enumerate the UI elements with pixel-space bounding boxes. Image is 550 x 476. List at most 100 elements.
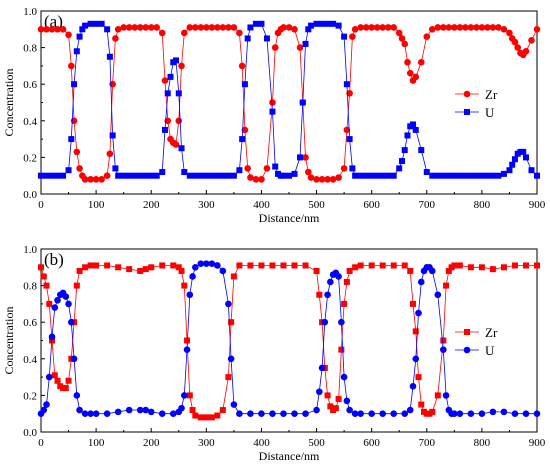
data-point-u bbox=[192, 172, 199, 179]
data-point-u bbox=[159, 169, 166, 176]
legend-b: Zr U bbox=[455, 325, 498, 358]
data-point-u bbox=[478, 410, 486, 418]
data-point-zr bbox=[384, 24, 392, 31]
data-point-u bbox=[321, 318, 329, 326]
data-point-u bbox=[54, 172, 61, 179]
data-point-u bbox=[109, 132, 116, 139]
data-point-u bbox=[79, 26, 86, 33]
data-point-zr bbox=[137, 267, 144, 274]
data-point-u bbox=[473, 172, 480, 179]
x-tick-label: 300 bbox=[198, 437, 215, 449]
y-tick-label: 0.2 bbox=[23, 152, 37, 164]
data-point-u bbox=[357, 410, 364, 418]
data-point-u bbox=[208, 172, 215, 179]
data-point-u bbox=[415, 309, 422, 317]
data-point-zr bbox=[48, 26, 56, 33]
data-point-u bbox=[511, 410, 519, 418]
data-point-u bbox=[164, 90, 171, 97]
data-point-zr bbox=[456, 24, 464, 31]
data-point-u bbox=[104, 26, 111, 33]
data-point-zr bbox=[40, 273, 47, 280]
data-point-u bbox=[169, 410, 177, 418]
data-point-u bbox=[440, 346, 447, 353]
x-tick-label: 200 bbox=[143, 437, 160, 449]
data-point-u bbox=[230, 172, 237, 179]
series-line-u bbox=[41, 23, 538, 177]
data-point-zr bbox=[327, 403, 334, 410]
data-point-u bbox=[120, 172, 127, 179]
data-point-u bbox=[398, 158, 405, 165]
data-point-zr bbox=[341, 300, 348, 307]
legend-a: Zr U bbox=[455, 87, 498, 120]
data-point-zr bbox=[203, 414, 210, 421]
data-point-zr bbox=[37, 26, 45, 33]
data-point-zr bbox=[178, 62, 185, 70]
data-point-zr bbox=[291, 262, 298, 269]
data-point-u bbox=[302, 410, 309, 418]
x-tick-label: 800 bbox=[474, 437, 491, 449]
data-point-u bbox=[396, 165, 403, 172]
x-tick-label: 600 bbox=[363, 199, 380, 211]
data-point-u bbox=[269, 410, 276, 418]
data-point-u bbox=[335, 273, 342, 280]
data-point-u bbox=[40, 406, 48, 414]
data-point-zr bbox=[500, 26, 508, 33]
data-point-u bbox=[484, 172, 491, 179]
data-point-zr bbox=[511, 262, 518, 269]
data-point-zr bbox=[106, 150, 114, 158]
data-point-zr bbox=[225, 374, 232, 381]
x-tick-label: 900 bbox=[529, 437, 546, 449]
x-tick-label: 0 bbox=[38, 199, 44, 211]
data-point-zr bbox=[456, 262, 463, 269]
data-point-zr bbox=[373, 24, 381, 31]
data-point-zr bbox=[495, 24, 502, 31]
data-point-zr bbox=[351, 26, 359, 33]
data-point-u bbox=[428, 267, 436, 275]
data-point-zr bbox=[506, 29, 513, 37]
data-point-u bbox=[302, 40, 309, 47]
data-point-zr bbox=[236, 29, 243, 37]
data-point-zr bbox=[423, 33, 431, 40]
data-point-u bbox=[462, 172, 469, 179]
data-point-zr bbox=[379, 24, 386, 31]
data-point-zr bbox=[280, 24, 287, 31]
legend-marker-u bbox=[464, 109, 470, 115]
data-point-zr bbox=[147, 24, 155, 31]
data-point-zr bbox=[398, 35, 406, 42]
data-point-zr bbox=[230, 273, 237, 280]
data-point-u bbox=[467, 172, 474, 179]
data-point-u bbox=[38, 172, 44, 179]
data-point-u bbox=[239, 136, 246, 143]
data-point-u bbox=[418, 147, 425, 154]
data-point-zr bbox=[395, 29, 403, 37]
data-point-zr bbox=[451, 24, 458, 31]
data-point-zr bbox=[54, 26, 61, 33]
data-point-u bbox=[175, 90, 182, 97]
data-point-zr bbox=[346, 267, 353, 274]
data-point-u bbox=[73, 392, 81, 399]
chart-panel-a: (a) 0 100 200 300 400 500 600 700 800 9000.00.20.… bbox=[2, 6, 546, 225]
data-point-zr bbox=[208, 24, 216, 31]
data-point-u bbox=[330, 20, 337, 27]
data-point-zr bbox=[349, 33, 356, 40]
data-point-zr bbox=[59, 26, 67, 33]
data-point-zr bbox=[401, 262, 408, 269]
data-point-zr bbox=[332, 405, 339, 412]
data-point-u bbox=[197, 260, 205, 267]
data-point-zr bbox=[43, 26, 50, 33]
data-point-zr bbox=[115, 264, 122, 271]
data-point-zr bbox=[189, 407, 196, 414]
y-tick-label: 1.0 bbox=[23, 6, 37, 18]
data-point-zr bbox=[241, 126, 249, 134]
data-point-zr bbox=[197, 24, 205, 31]
data-point-zr bbox=[324, 392, 331, 399]
data-point-u bbox=[352, 172, 359, 179]
data-point-zr bbox=[62, 385, 69, 392]
data-point-zr bbox=[390, 262, 397, 269]
series-group-a bbox=[37, 20, 541, 183]
data-point-u bbox=[186, 291, 194, 299]
x-tick-label: 700 bbox=[419, 199, 436, 211]
data-point-zr bbox=[82, 264, 89, 271]
data-point-zr bbox=[368, 262, 375, 269]
